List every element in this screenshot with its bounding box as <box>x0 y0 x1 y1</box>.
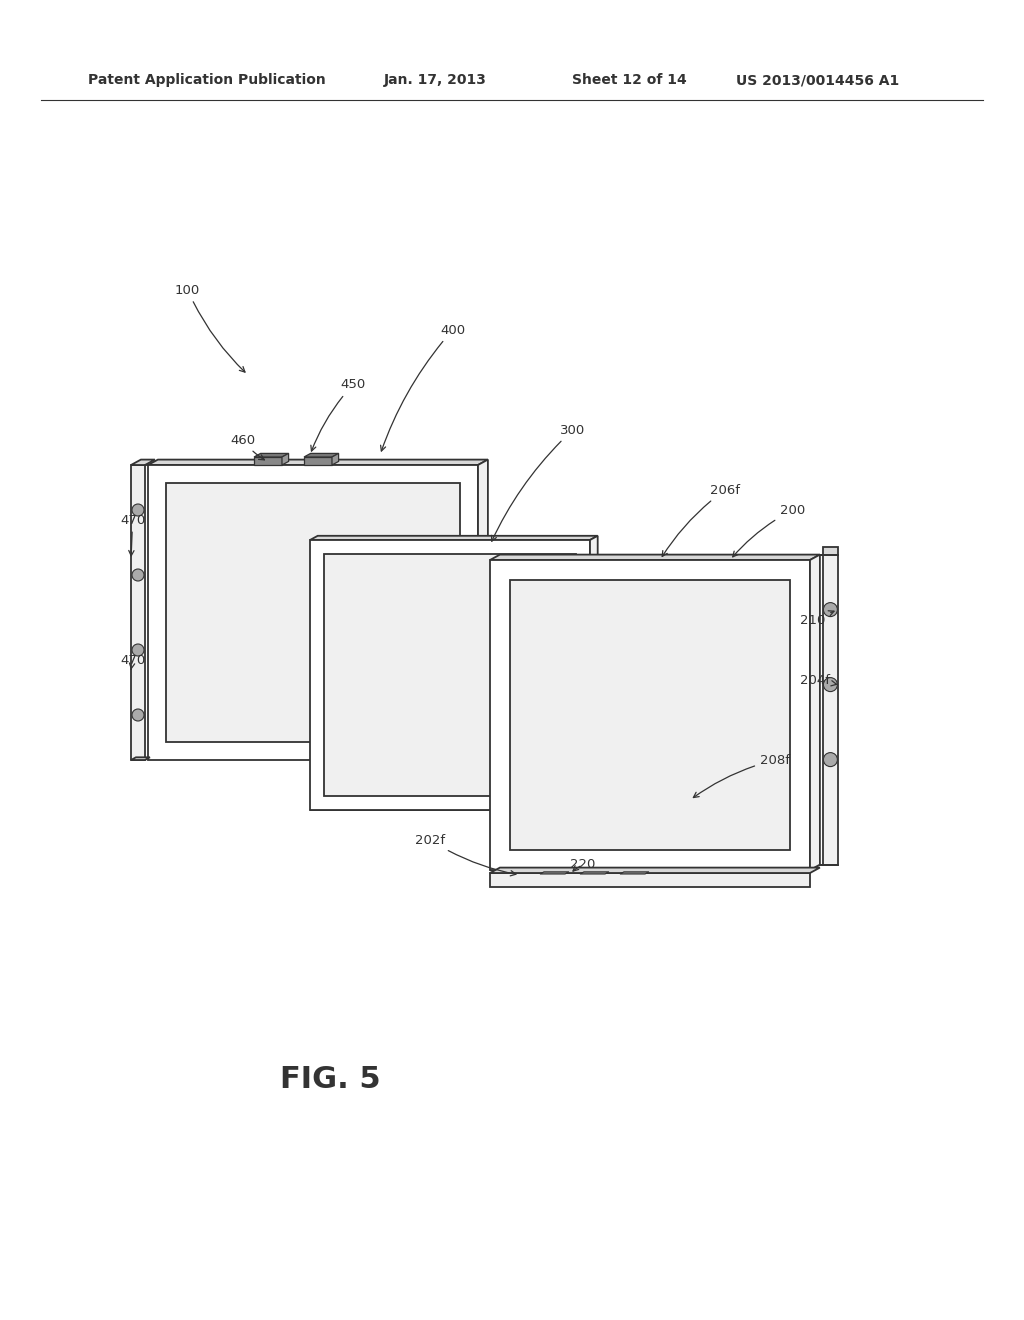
Polygon shape <box>490 867 820 873</box>
Circle shape <box>132 644 144 656</box>
Polygon shape <box>332 453 339 465</box>
Polygon shape <box>148 465 478 760</box>
Text: 470: 470 <box>120 653 145 669</box>
Polygon shape <box>490 873 810 887</box>
Polygon shape <box>304 453 339 457</box>
Polygon shape <box>131 465 145 760</box>
Text: 400: 400 <box>381 323 465 451</box>
Text: Sheet 12 of 14: Sheet 12 of 14 <box>572 73 687 87</box>
Polygon shape <box>510 579 790 850</box>
Polygon shape <box>282 453 289 465</box>
Polygon shape <box>310 805 598 810</box>
Text: 450: 450 <box>311 379 366 451</box>
Text: 202f: 202f <box>415 833 516 876</box>
Circle shape <box>823 677 838 692</box>
Text: 200: 200 <box>733 503 805 557</box>
Polygon shape <box>540 871 569 874</box>
Polygon shape <box>310 536 598 540</box>
Polygon shape <box>324 554 575 796</box>
Polygon shape <box>131 459 155 465</box>
Polygon shape <box>580 871 609 874</box>
Text: 210: 210 <box>800 611 834 627</box>
Text: Patent Application Publication: Patent Application Publication <box>88 73 326 87</box>
Text: 300: 300 <box>492 424 586 541</box>
Polygon shape <box>304 457 332 465</box>
Polygon shape <box>490 865 820 870</box>
Polygon shape <box>310 540 590 810</box>
Circle shape <box>132 569 144 581</box>
Polygon shape <box>810 554 820 870</box>
Circle shape <box>823 752 838 767</box>
Text: 470: 470 <box>120 513 145 556</box>
Text: 460: 460 <box>230 433 264 459</box>
Polygon shape <box>590 536 598 810</box>
Polygon shape <box>148 459 487 465</box>
Polygon shape <box>490 560 810 870</box>
Polygon shape <box>254 457 282 465</box>
Circle shape <box>823 603 838 616</box>
Polygon shape <box>620 871 649 874</box>
Polygon shape <box>478 459 487 760</box>
Circle shape <box>132 709 144 721</box>
Text: 204f: 204f <box>800 673 837 686</box>
Circle shape <box>132 504 144 516</box>
Text: US 2013/0014456 A1: US 2013/0014456 A1 <box>736 73 899 87</box>
Text: 220: 220 <box>570 858 595 871</box>
Text: FIG. 5: FIG. 5 <box>280 1065 380 1094</box>
Polygon shape <box>823 546 838 554</box>
Text: 100: 100 <box>175 284 245 372</box>
Polygon shape <box>166 483 460 742</box>
Polygon shape <box>823 554 838 865</box>
Polygon shape <box>254 453 289 457</box>
Polygon shape <box>490 554 820 560</box>
Polygon shape <box>131 758 150 760</box>
Text: Jan. 17, 2013: Jan. 17, 2013 <box>384 73 486 87</box>
Text: 206f: 206f <box>663 483 740 557</box>
Text: 208f: 208f <box>693 754 790 797</box>
